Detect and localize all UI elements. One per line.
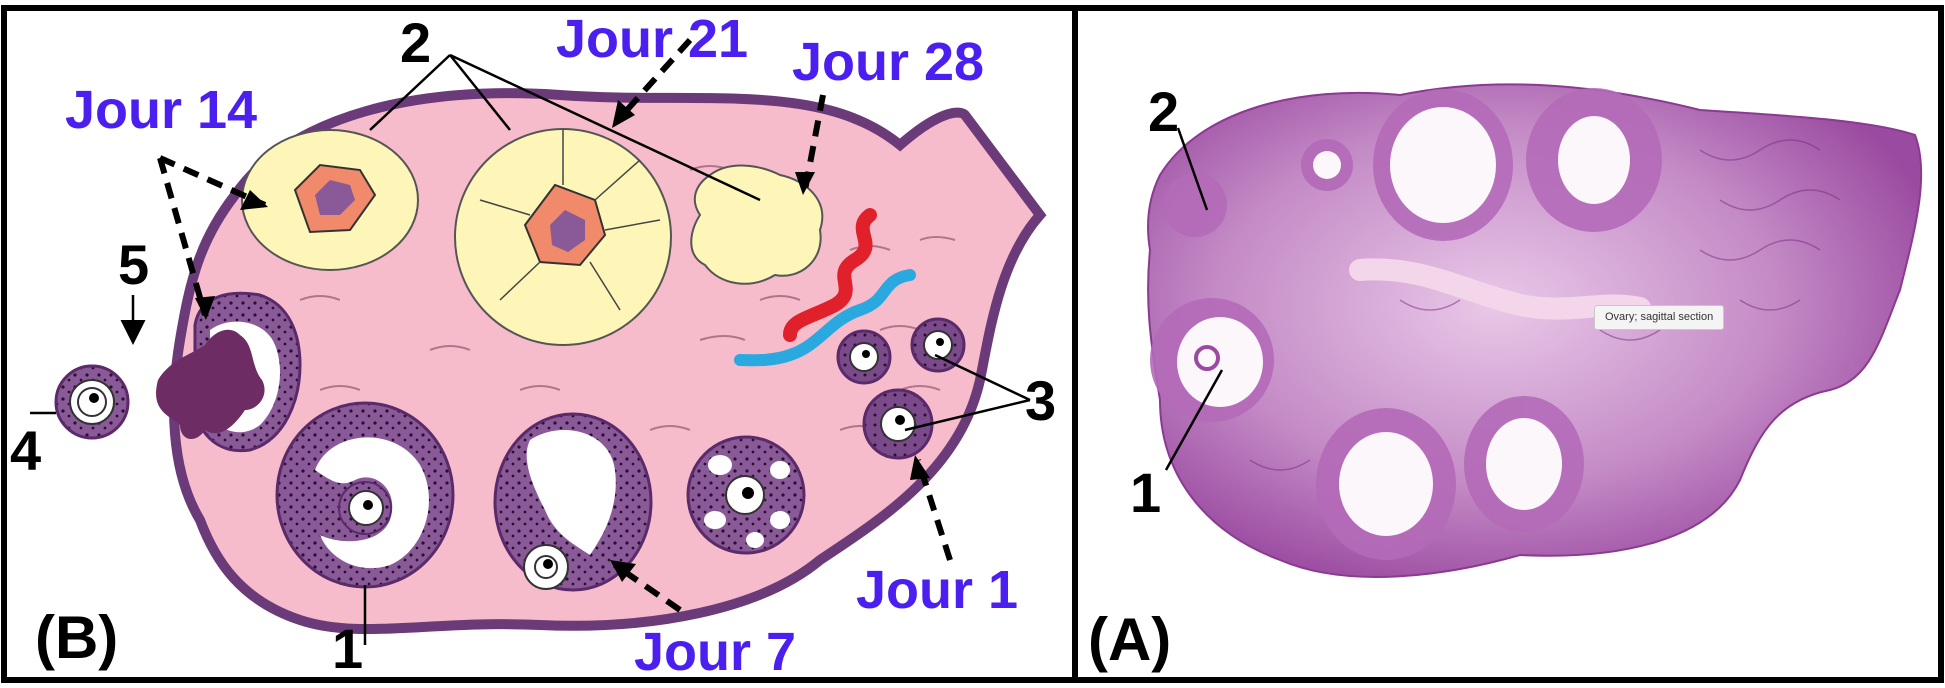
released-oocyte: [54, 364, 130, 440]
label-a-2: 2: [1148, 80, 1179, 143]
label-day-14: Jour 14: [65, 80, 257, 140]
image-tooltip: Ovary; sagittal section: [1594, 305, 1725, 330]
corpus-day21: [454, 128, 672, 346]
leader-lines: [30, 53, 1031, 645]
label-day-7: Jour 7: [634, 622, 796, 682]
oocyte-histology: [1194, 345, 1220, 371]
follicle-ruptured: [156, 291, 302, 453]
follicle-cavities: [1177, 107, 1630, 536]
panel-a-title: (A): [1088, 606, 1171, 673]
label-b-1: 1: [332, 617, 363, 680]
follicle-group-3: [836, 317, 966, 460]
leader-a-1: [1164, 369, 1224, 471]
leader-a-2: [1176, 127, 1209, 211]
label-day-28: Jour 28: [792, 32, 984, 92]
corpus-day28: [690, 164, 824, 285]
panel-a-micrograph: 2 1 (A): [1072, 5, 1944, 683]
label-day-21: Jour 21: [556, 9, 748, 69]
corpus-day14: [241, 129, 419, 271]
follicle-graafian: [275, 401, 455, 589]
label-b-2: 2: [400, 11, 431, 74]
panel-b-title: (B): [35, 604, 118, 671]
follicle-tertiary: [493, 412, 653, 592]
tissue-texture: [1249, 139, 1841, 471]
label-b-5: 5: [118, 233, 149, 296]
panel-b-diagram: 2 5 4 3 1 Jour 14 Jour 21 Jour 28 Jour 1…: [1, 5, 1078, 683]
artery: [783, 208, 877, 342]
vein: [734, 269, 916, 367]
label-day-1: Jour 1: [856, 560, 1018, 620]
label-b-4: 4: [10, 419, 41, 482]
follicle-secondary: [686, 435, 806, 555]
arrow-heads: [195, 100, 930, 582]
label-b-3: 3: [1025, 369, 1056, 432]
label-a-1: 1: [1130, 461, 1161, 524]
